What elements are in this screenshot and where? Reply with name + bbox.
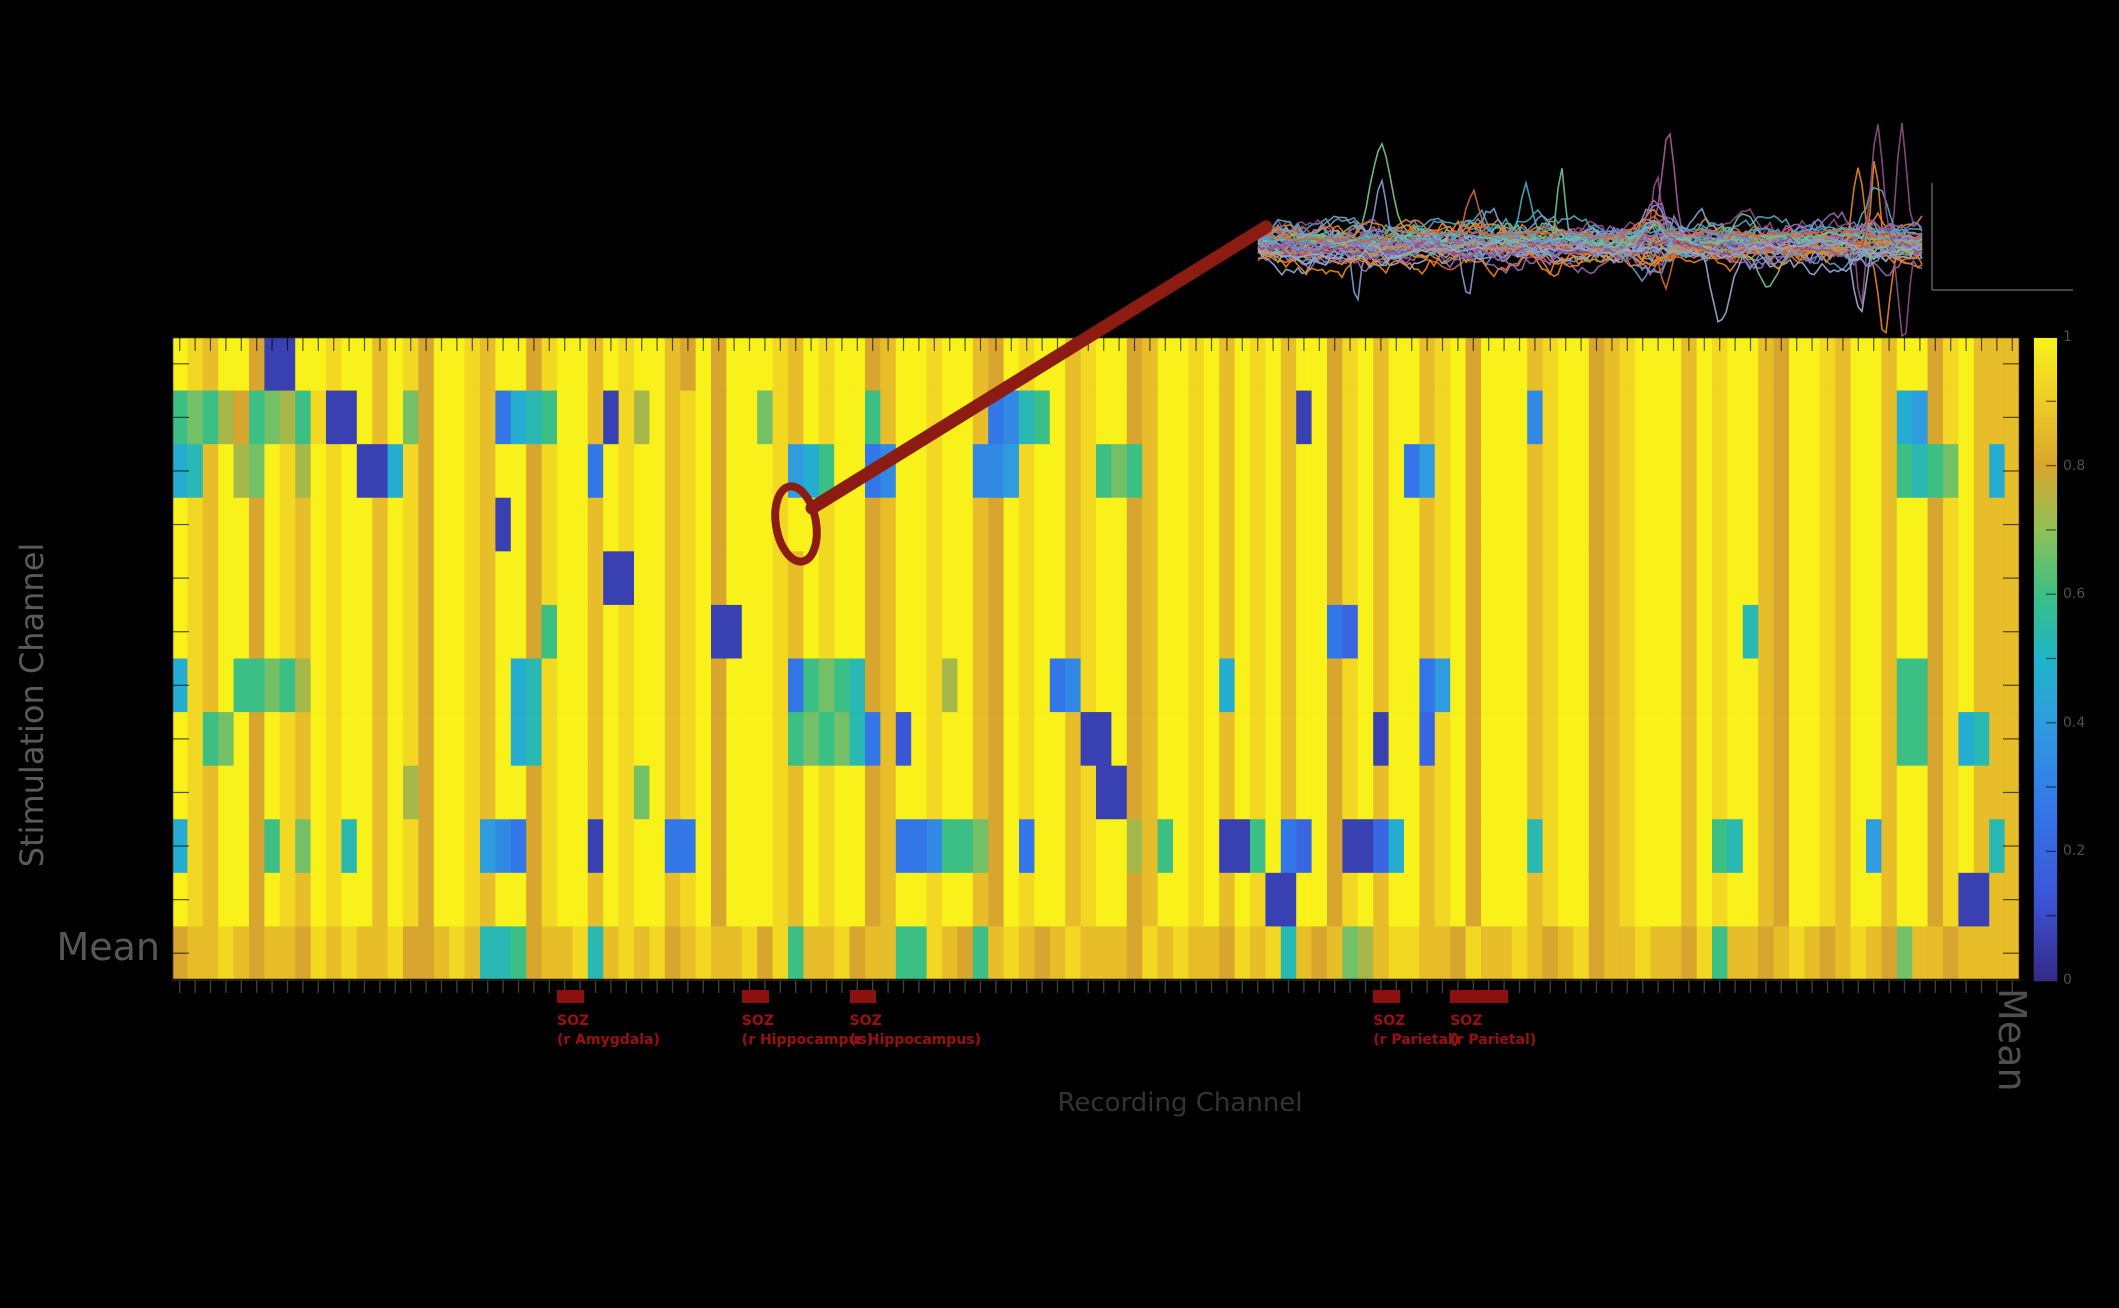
soz-col-marker xyxy=(1450,990,1508,1003)
bottom-ticks xyxy=(178,980,2014,993)
colorbar-tick-label: 1 xyxy=(2063,329,2072,345)
soz-col-label: SOZ (r Hippocampus) xyxy=(741,1013,874,1048)
colorbar-tick-label: 0.2 xyxy=(2063,843,2086,860)
soz-col-marker xyxy=(557,990,584,1003)
evoked-traces-inset xyxy=(1257,122,2073,338)
colorbar-tick-label: 0.6 xyxy=(2063,586,2086,603)
soz-col-marker xyxy=(741,990,769,1003)
soz-col-label: SOZ (r Hippocampus) xyxy=(849,1013,982,1048)
soz-col-label: SOZ (r Parietal) xyxy=(1373,1013,1460,1048)
soz-col-marker xyxy=(1373,990,1400,1003)
y-axis-label: Stimulation Channel xyxy=(13,542,51,868)
heatmap xyxy=(172,337,2020,993)
inset-scalebar xyxy=(1931,183,2073,291)
x-axis-label: Recording Channel xyxy=(1057,1088,1303,1118)
soz-col-marker xyxy=(849,990,877,1003)
soz-col-label: SOZ (r Amygdala) xyxy=(557,1013,660,1048)
soz-col-label: SOZ (r Parietal) xyxy=(1450,1013,1537,1048)
colorbar-tick-label: 0.4 xyxy=(2063,714,2086,731)
colorbar-tick-label: 0 xyxy=(2063,972,2072,988)
colorbar-ticks xyxy=(2046,400,2056,917)
colorbar xyxy=(2033,337,2058,982)
mean-col-label: Mean xyxy=(1990,988,2034,1092)
colorbar-tick-label: 0.8 xyxy=(2063,457,2086,474)
heatmap-cells xyxy=(172,337,2020,981)
mean-row-label: Mean xyxy=(56,925,160,969)
